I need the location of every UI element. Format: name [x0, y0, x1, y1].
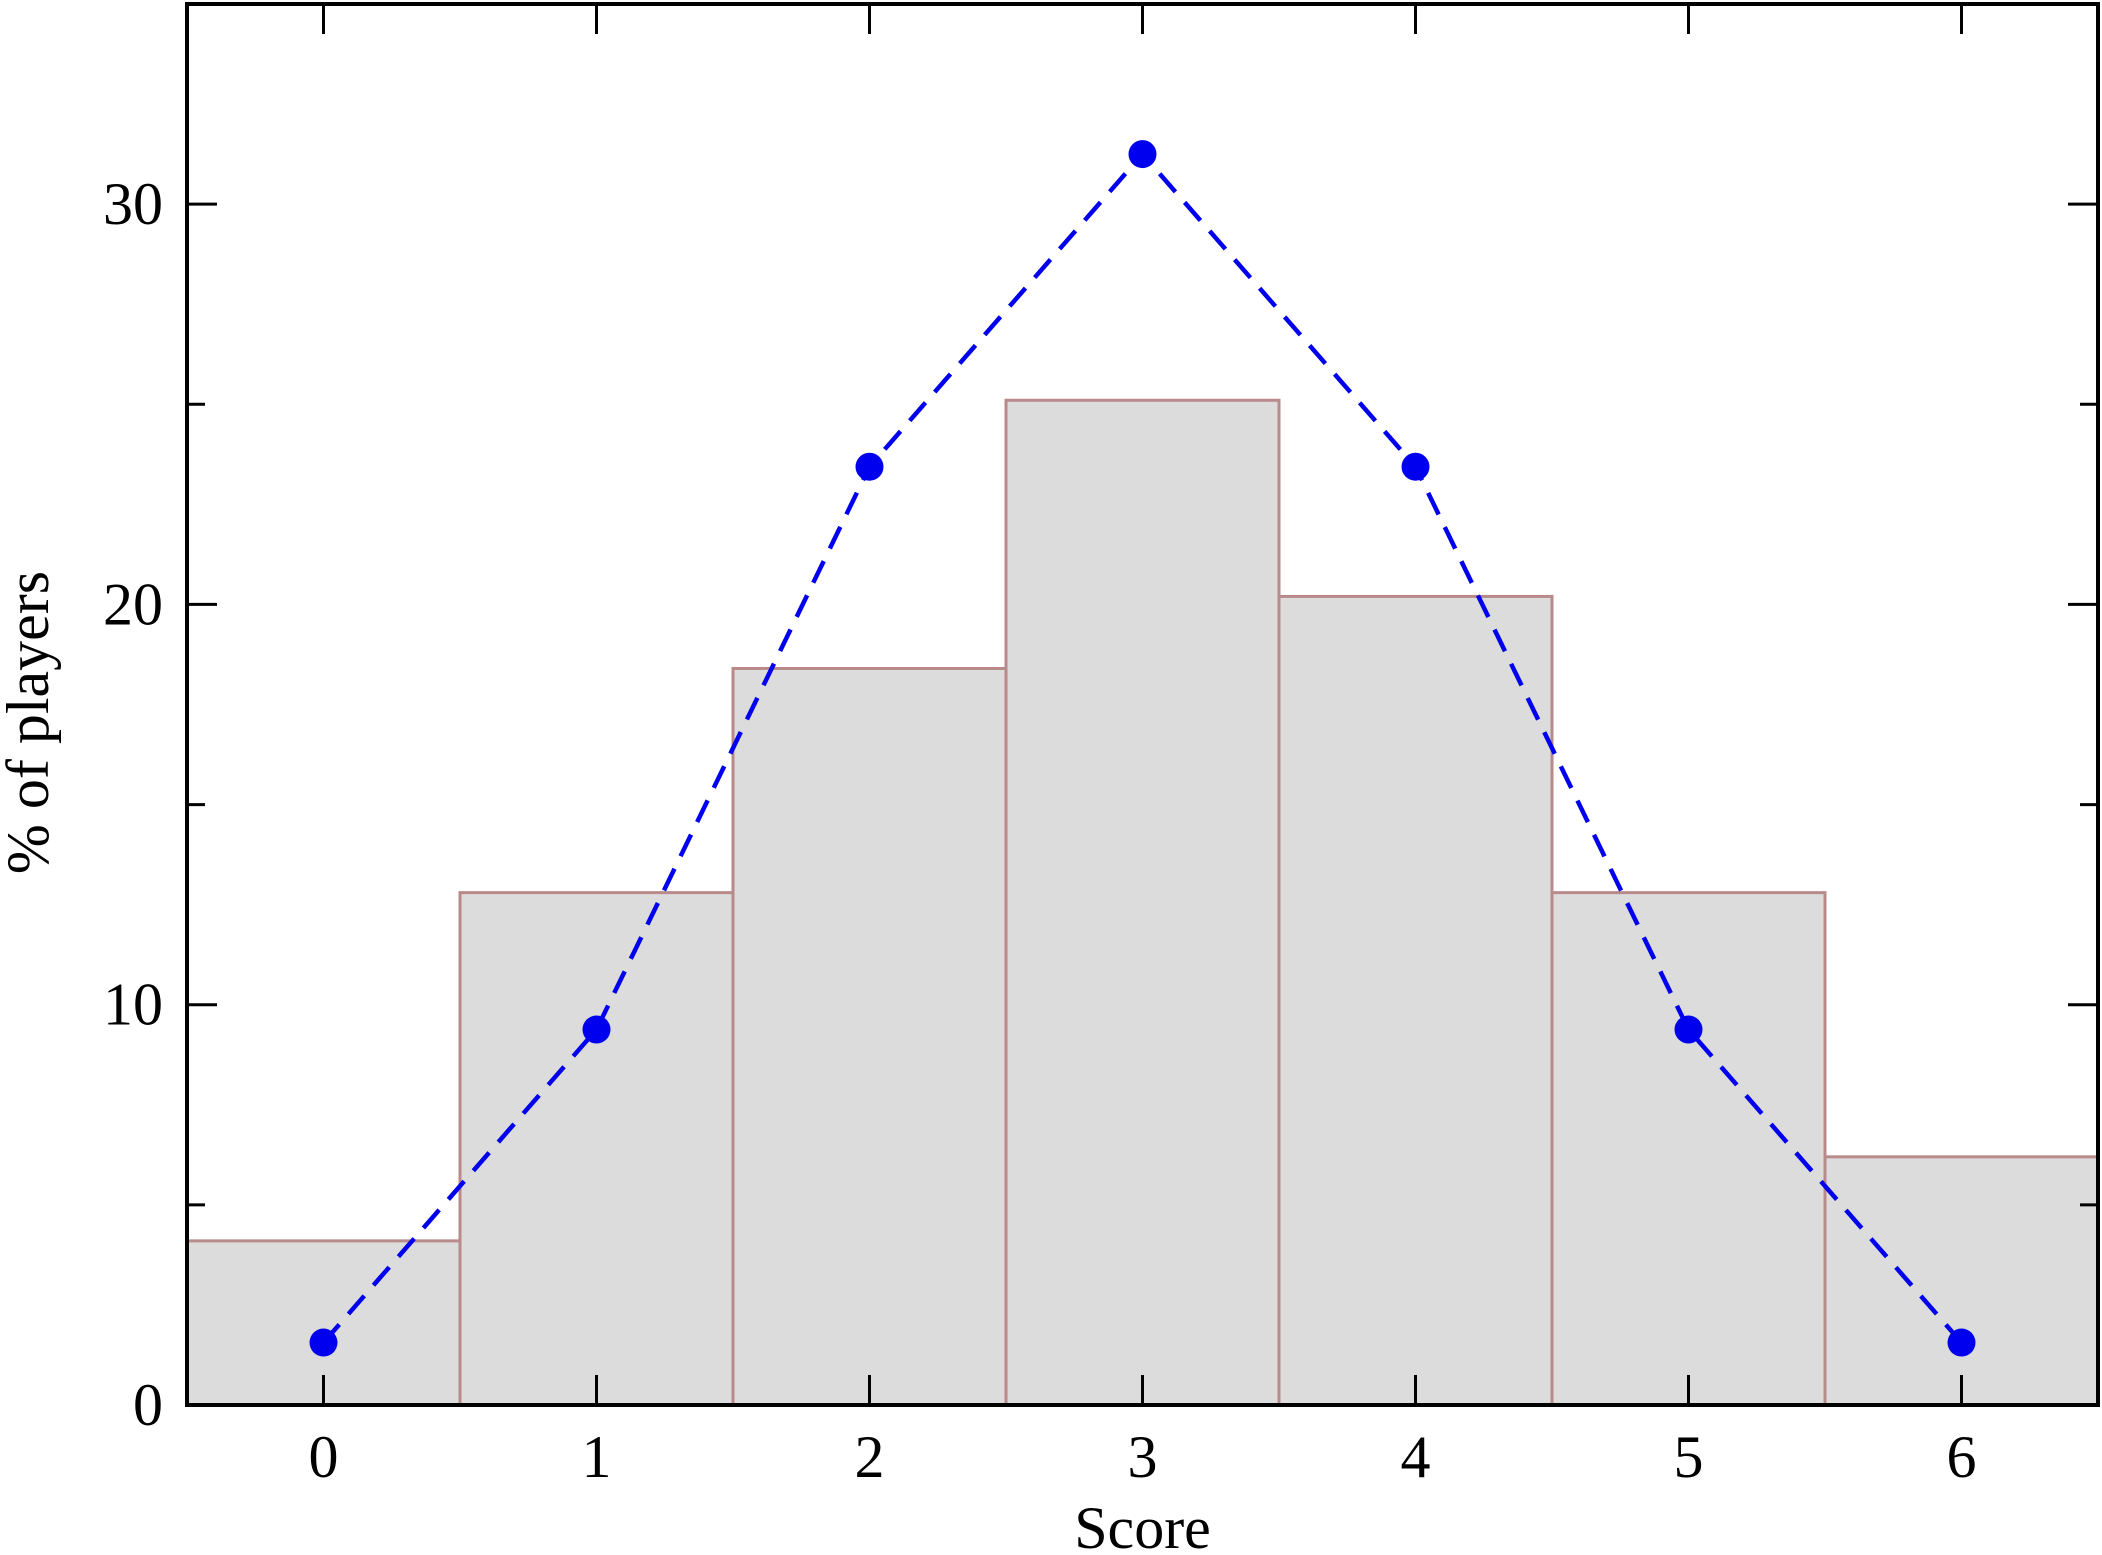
- data-point: [1947, 1328, 1976, 1357]
- data-point: [1128, 140, 1157, 169]
- histogram-bar: [1277, 594, 1554, 1407]
- x-tick-label: 3: [1128, 1424, 1158, 1490]
- histogram-bar: [1550, 891, 1827, 1407]
- y-tick-label: 20: [103, 571, 163, 637]
- data-point: [582, 1015, 611, 1044]
- histogram-bar: [458, 891, 735, 1407]
- x-tick-label: 1: [582, 1424, 612, 1490]
- x-tick-label: 5: [1674, 1424, 1704, 1490]
- x-tick-label: 0: [309, 1424, 339, 1490]
- bars-layer: [185, 398, 2100, 1407]
- histogram-bar: [731, 666, 1008, 1407]
- ticks-layer: [187, 4, 2098, 1407]
- y-tick-label: 10: [103, 972, 163, 1038]
- data-point: [309, 1328, 338, 1357]
- tick-labels-layer: 0 1 2 3 4 5 6 0 10 20 30: [103, 171, 1977, 1490]
- histogram-bar: [1004, 398, 1281, 1407]
- x-tick-label: 6: [1947, 1424, 1977, 1490]
- data-point: [1401, 452, 1430, 481]
- y-axis-label: % of players: [0, 571, 61, 874]
- x-axis-label: Score: [1074, 1495, 1211, 1555]
- x-tick-label: 4: [1401, 1424, 1431, 1490]
- x-tick-label: 2: [855, 1424, 885, 1490]
- data-point: [1674, 1015, 1703, 1044]
- line-layer: [309, 140, 1976, 1357]
- y-tick-label: 0: [133, 1372, 163, 1438]
- y-tick-label: 30: [103, 171, 163, 237]
- data-point: [855, 452, 884, 481]
- histogram-bar: [1823, 1155, 2100, 1407]
